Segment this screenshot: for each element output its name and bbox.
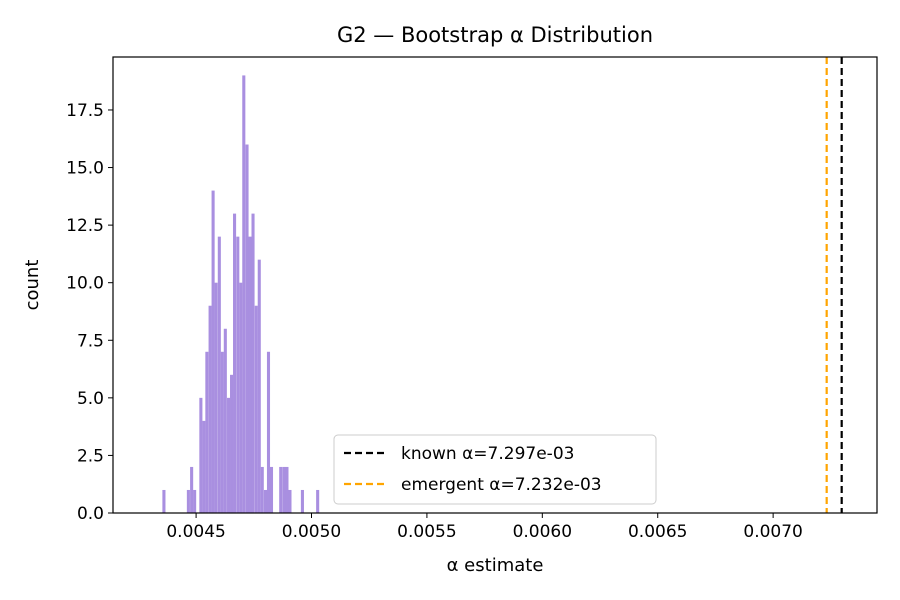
legend: known α=7.297e-03 emergent α=7.232e-03	[333, 434, 657, 505]
y-tick-label: 7.5	[77, 331, 104, 351]
legend-emergent-alpha-label: emergent α=7.232e-03	[401, 475, 602, 495]
histogram-bar	[227, 397, 231, 513]
x-tick-label: 0.0070	[743, 522, 802, 542]
histogram-bar	[217, 236, 221, 513]
histogram-bar	[214, 282, 218, 513]
histogram-bars	[162, 75, 320, 514]
histogram-bar	[190, 466, 194, 513]
histogram-bar	[285, 466, 289, 513]
legend-box	[333, 434, 657, 505]
y-tick-label: 2.5	[77, 446, 104, 466]
histogram-bar	[233, 213, 237, 514]
y-tick-label: 15.0	[66, 159, 104, 179]
histogram-bar	[208, 305, 212, 513]
histogram-bar	[251, 213, 255, 514]
histogram-bar	[220, 351, 224, 513]
y-axis-ticks: 0.0 2.5 5.0 7.5 10.0 12.5 15.0 17.5	[66, 101, 113, 524]
histogram-bar	[254, 305, 258, 513]
histogram-bar	[288, 489, 292, 513]
histogram-bar	[260, 466, 264, 513]
x-tick-label: 0.0060	[513, 522, 572, 542]
reference-lines	[825, 57, 843, 513]
histogram-bar	[316, 489, 320, 513]
histogram-bar	[282, 466, 286, 513]
chart-title: G2 — Bootstrap α Distribution	[337, 23, 653, 47]
histogram-bar	[205, 351, 209, 513]
x-axis-ticks: 0.0045 0.0050 0.0055 0.0060 0.0065 0.0070	[166, 513, 803, 542]
y-tick-label: 5.0	[77, 389, 104, 409]
y-axis-label: count	[22, 260, 43, 311]
histogram-bar	[199, 397, 203, 513]
histogram-bar	[245, 144, 249, 513]
x-tick-label: 0.0065	[628, 522, 687, 542]
y-tick-label: 10.0	[66, 274, 104, 294]
histogram-bar	[236, 236, 240, 513]
y-tick-label: 12.5	[66, 216, 104, 236]
histogram-bar	[186, 489, 190, 513]
histogram-bar	[223, 328, 227, 513]
histogram-bar	[248, 236, 252, 513]
legend-known-alpha-label: known α=7.297e-03	[401, 444, 574, 464]
histogram-bar	[279, 466, 283, 513]
y-tick-label: 17.5	[66, 101, 104, 121]
histogram-bar	[193, 489, 197, 513]
histogram-bar	[263, 489, 268, 513]
x-tick-label: 0.0050	[282, 522, 341, 542]
histogram-bar	[269, 466, 274, 513]
plot-frame	[112, 56, 878, 514]
histogram-bar	[242, 75, 246, 514]
histogram-bar	[230, 374, 234, 513]
histogram-bar	[239, 282, 243, 513]
x-tick-label: 0.0055	[397, 522, 456, 542]
histogram-bar	[257, 259, 261, 513]
histogram-bar	[266, 351, 271, 513]
histogram-bar	[211, 190, 215, 513]
histogram-bar	[162, 489, 166, 513]
y-tick-label: 0.0	[77, 504, 104, 524]
x-tick-label: 0.0045	[166, 522, 225, 542]
histogram-bar	[300, 489, 304, 513]
histogram-bar	[202, 420, 206, 513]
x-axis-label: α estimate	[447, 555, 544, 576]
